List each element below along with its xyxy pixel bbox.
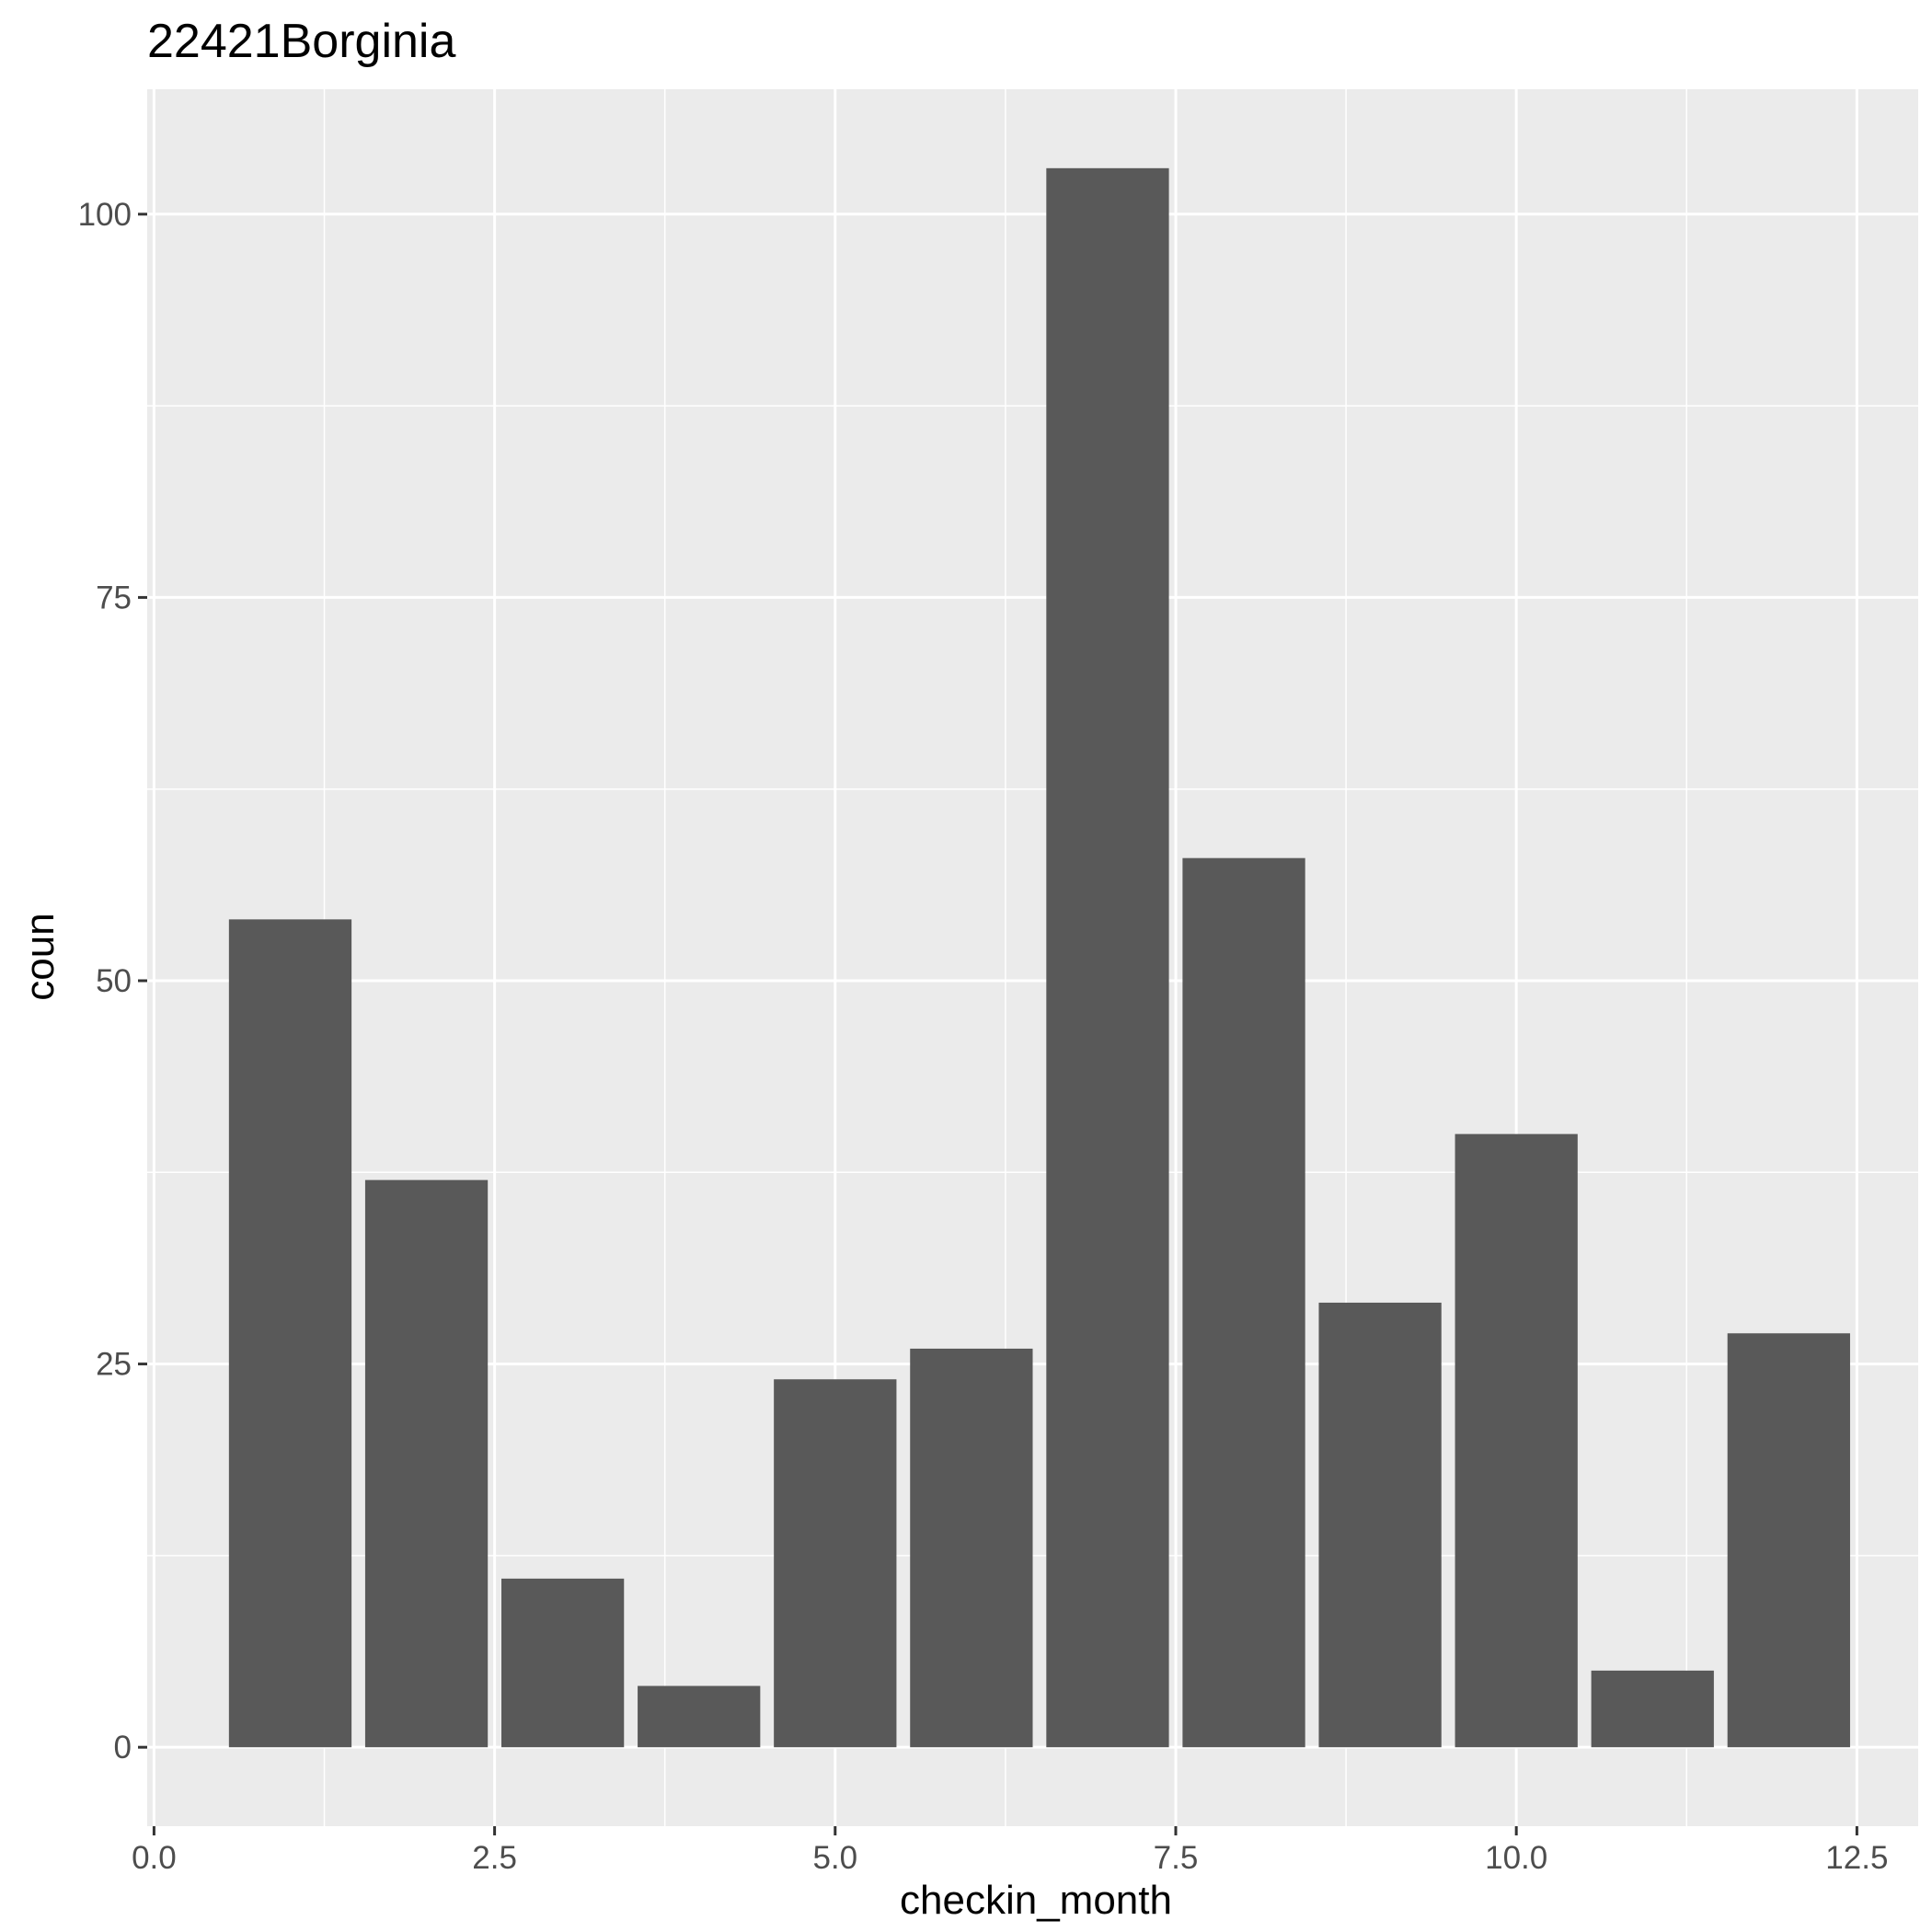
y-tick-label: 50 — [96, 963, 132, 999]
bar — [1182, 857, 1305, 1748]
bar — [1455, 1133, 1578, 1748]
bar — [638, 1685, 761, 1748]
bar — [1591, 1670, 1714, 1748]
y-tick-label: 75 — [96, 580, 132, 615]
x-tick-label: 2.5 — [472, 1840, 517, 1876]
bar — [1318, 1302, 1442, 1748]
bar — [501, 1578, 625, 1748]
y-tick-label: 25 — [96, 1347, 132, 1383]
y-axis-title: coun — [17, 913, 63, 1000]
y-tick-label: 100 — [78, 197, 132, 233]
chart-title: 22421Borginia — [147, 15, 455, 68]
bar — [774, 1379, 897, 1748]
bar — [364, 1179, 489, 1748]
x-axis-title: checkin_month — [900, 1878, 1172, 1923]
bar — [1727, 1333, 1850, 1748]
bars — [228, 167, 1850, 1748]
bar — [910, 1348, 1033, 1748]
y-tick-label: 0 — [114, 1730, 132, 1765]
x-tick-label: 12.5 — [1825, 1840, 1888, 1876]
x-tick-label: 10.0 — [1485, 1840, 1547, 1876]
bar — [228, 919, 352, 1748]
x-tick-label: 0.0 — [132, 1840, 177, 1876]
bar — [1046, 167, 1169, 1748]
x-tick-label: 7.5 — [1154, 1840, 1199, 1876]
x-tick-label: 5.0 — [812, 1840, 857, 1876]
y-axis: 0 25 50 75 100 — [78, 197, 147, 1765]
x-axis: 0.0 2.5 5.0 7.5 10.0 12.5 — [132, 1826, 1888, 1876]
